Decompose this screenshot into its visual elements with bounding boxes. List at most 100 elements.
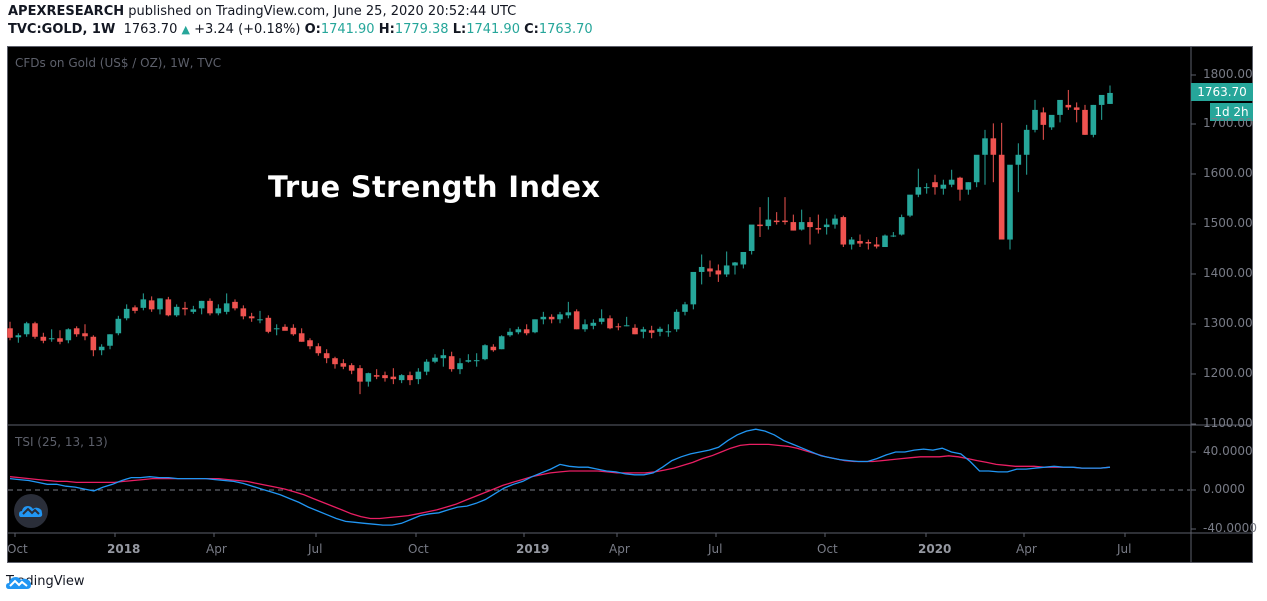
candle-body xyxy=(907,194,913,216)
candle-body xyxy=(532,319,538,333)
tradingview-logo-badge[interactable] xyxy=(14,494,48,528)
candle-body xyxy=(840,217,847,245)
candle-body xyxy=(307,340,313,347)
time-axis-label: Oct xyxy=(408,542,429,556)
tsi-line xyxy=(9,428,1111,526)
chart-container[interactable] xyxy=(7,46,1253,563)
price-axis-label: 1300.00 xyxy=(1203,316,1253,330)
candle-body xyxy=(315,346,322,354)
candle-body xyxy=(757,224,763,227)
time-axis-label: Apr xyxy=(609,542,630,556)
candle-body xyxy=(607,318,613,329)
candle-body xyxy=(698,266,705,272)
candle-body xyxy=(132,307,138,311)
candle-body xyxy=(115,318,122,334)
candle-body xyxy=(832,218,838,225)
candle-body xyxy=(482,345,488,360)
candle-body xyxy=(965,182,972,190)
candle-body xyxy=(998,154,1005,240)
last-price: 1763.70 xyxy=(123,22,178,37)
candle-body xyxy=(190,309,197,312)
candle-body xyxy=(540,316,547,320)
candle-body xyxy=(232,301,238,309)
candle-body xyxy=(848,239,855,245)
candle-body xyxy=(623,325,630,327)
ohlc-header: TVC:GOLD, 1W 1763.70 ▲ +3.24 (+0.18%) O:… xyxy=(8,22,593,37)
candle-body xyxy=(1023,129,1030,155)
candle-body xyxy=(123,308,130,319)
tsi-axis-label: -40.0000 xyxy=(1203,521,1257,535)
candle-body xyxy=(82,333,88,337)
open-label: O: xyxy=(304,22,321,37)
price-axis-label: 1800.00 xyxy=(1203,67,1253,81)
candle-body xyxy=(23,323,30,335)
candle-body xyxy=(982,138,988,155)
candle-body xyxy=(657,328,663,332)
candle-body xyxy=(707,268,713,272)
price-axis-label: 1100.00 xyxy=(1203,416,1253,430)
candle-body xyxy=(448,356,455,370)
time-axis-label: Apr xyxy=(1016,542,1037,556)
candle-body xyxy=(440,355,447,359)
candle-body xyxy=(340,363,347,367)
price-axis-label: 1500.00 xyxy=(1203,216,1253,230)
candle-body xyxy=(1040,112,1047,125)
candle-body xyxy=(915,187,922,195)
candle-body xyxy=(507,331,513,336)
candle-body xyxy=(1065,104,1072,108)
symbol-label: TVC:GOLD, 1W xyxy=(8,22,116,37)
chart-annotation-title: True Strength Index xyxy=(268,170,601,204)
time-axis-label: Oct xyxy=(7,542,28,556)
candle-body xyxy=(1048,114,1055,128)
candle-body xyxy=(632,327,638,335)
price-axis-label: 1400.00 xyxy=(1203,266,1253,280)
candle-body xyxy=(73,328,80,335)
tsi-legend[interactable]: TSI (25, 13, 13) xyxy=(15,435,108,449)
candle-body xyxy=(898,217,905,235)
high-value: 1779.38 xyxy=(394,22,449,37)
candle-body xyxy=(940,184,947,189)
candle-body xyxy=(615,326,622,328)
candle-body xyxy=(207,300,213,314)
candle-body xyxy=(798,222,805,230)
candle-body xyxy=(90,336,97,351)
candle-body xyxy=(432,357,438,362)
candle-body xyxy=(223,303,230,312)
footer-brand[interactable]: TradingView xyxy=(6,574,85,589)
candle-body xyxy=(398,375,405,381)
candle-body xyxy=(298,333,305,342)
tradingview-cloud-icon xyxy=(19,506,43,517)
time-axis-label: 2019 xyxy=(516,542,550,556)
tsi-axis-label: 0.0000 xyxy=(1203,482,1245,496)
candle-body xyxy=(457,363,463,370)
candle-body xyxy=(823,224,830,228)
candle-body xyxy=(257,319,263,321)
candle-body xyxy=(740,252,747,265)
candle-body xyxy=(273,328,280,330)
candle-body xyxy=(265,317,272,332)
candle-body xyxy=(598,318,605,322)
time-axis-label: Jul xyxy=(708,542,723,556)
candle-body xyxy=(548,316,555,320)
candle-body xyxy=(673,311,680,330)
candle-body xyxy=(1098,94,1105,105)
close-value: 1763.70 xyxy=(538,22,593,37)
candle-body xyxy=(765,219,772,227)
candle-body xyxy=(498,336,505,350)
candle-body xyxy=(382,375,388,379)
candle-body xyxy=(732,262,738,266)
candle-body xyxy=(715,270,722,275)
candle-body xyxy=(523,329,530,334)
time-axis-label: Jul xyxy=(308,542,323,556)
published-text: published on TradingView.com, June 25, 2… xyxy=(124,4,517,19)
candle-body xyxy=(215,308,222,314)
price-axis-label: 1600.00 xyxy=(1203,166,1253,180)
candle-body xyxy=(240,308,247,317)
tradingview-logo-icon xyxy=(6,577,31,589)
candle-body xyxy=(490,346,497,351)
candle-body xyxy=(857,241,863,244)
candle-body xyxy=(648,330,655,333)
candle-body xyxy=(932,182,938,188)
time-axis-label: Jul xyxy=(1117,542,1132,556)
